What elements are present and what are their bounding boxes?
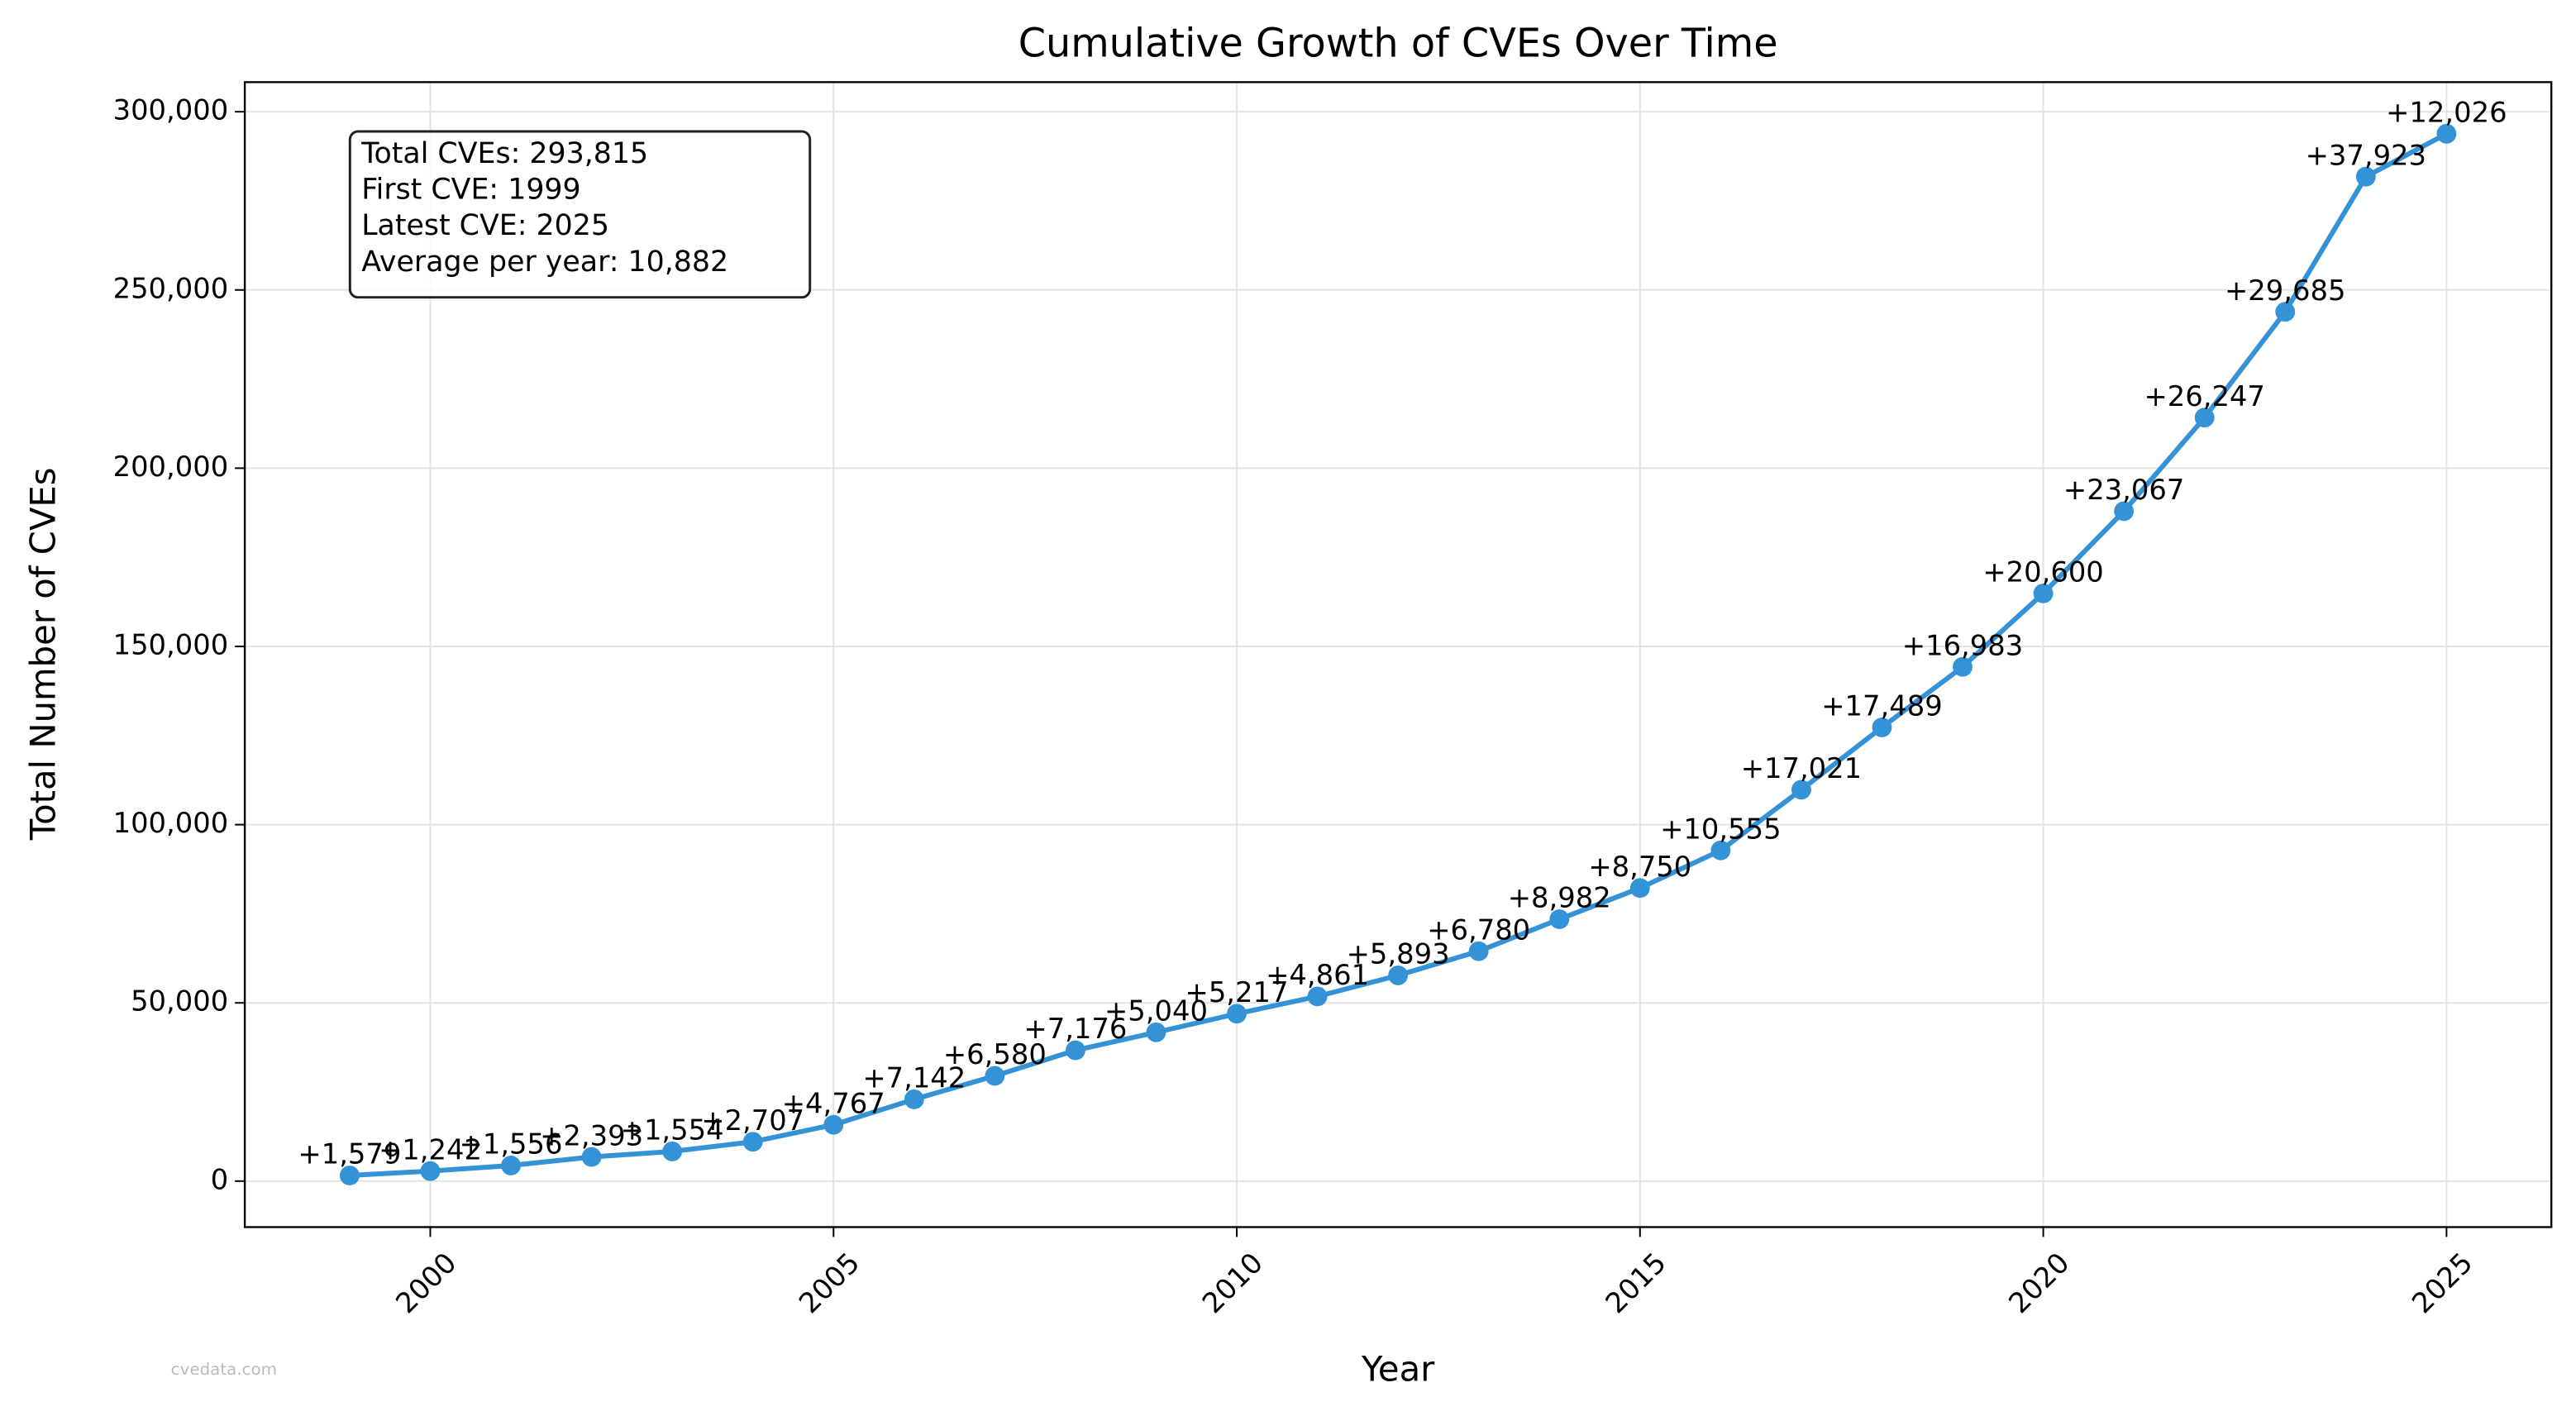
y-axis-label: Total Number of CVEs <box>23 468 64 841</box>
point-annotation: +7,142 <box>862 1062 966 1094</box>
data-point <box>1227 1004 1247 1024</box>
data-point <box>2436 123 2457 144</box>
stats-box <box>348 130 812 299</box>
point-annotation: +26,247 <box>2144 380 2264 412</box>
plot-frame <box>243 81 2553 1228</box>
y-tick-label: 100,000 <box>113 807 229 839</box>
x-axis-label: Year <box>1361 1348 1435 1389</box>
point-annotation: +8,750 <box>1588 851 1691 883</box>
point-annotation: +5,040 <box>1104 995 1208 1027</box>
data-point <box>904 1089 924 1109</box>
point-annotation: +6,580 <box>943 1038 1047 1070</box>
point-annotation: +1,579 <box>298 1138 401 1170</box>
point-annotation: +2,393 <box>540 1119 643 1151</box>
data-point <box>1791 780 1811 800</box>
data-point <box>1066 1040 1085 1061</box>
point-annotation: +7,176 <box>1023 1013 1127 1045</box>
watermark: cvedata.com <box>171 1360 277 1379</box>
y-tick-label: 0 <box>211 1163 228 1195</box>
data-point <box>1953 656 1973 677</box>
data-point <box>340 1166 360 1185</box>
stats-line: Average per year: 10,882 <box>361 246 728 279</box>
point-annotation: +1,242 <box>379 1133 482 1166</box>
x-tick-label: 2020 <box>2002 1247 2075 1319</box>
point-annotation: +6,780 <box>1427 913 1530 946</box>
data-point <box>1146 1022 1166 1042</box>
data-point <box>2033 583 2054 603</box>
y-tick-label: 250,000 <box>113 272 229 304</box>
point-annotation: +5,217 <box>1185 976 1289 1008</box>
x-tick-label: 2025 <box>2406 1247 2478 1319</box>
stats-line: First CVE: 1999 <box>361 174 580 207</box>
data-point <box>1388 965 1409 985</box>
chart-title: Cumulative Growth of CVEs Over Time <box>1018 21 1778 67</box>
point-annotation: +8,982 <box>1508 882 1611 914</box>
y-tick-label: 150,000 <box>113 628 229 660</box>
stats-line: Total CVEs: 293,815 <box>360 137 648 170</box>
point-annotation: +1,554 <box>621 1114 724 1147</box>
point-annotation: +17,021 <box>1741 752 1862 784</box>
point-annotation: +16,983 <box>1902 629 2023 661</box>
data-point <box>1468 941 1489 961</box>
data-point <box>985 1066 1005 1086</box>
x-tick-label: 2000 <box>389 1247 462 1319</box>
point-annotation: +29,685 <box>2225 274 2345 307</box>
data-point <box>1710 840 1731 861</box>
data-point <box>2275 302 2296 322</box>
y-tick-label: 50,000 <box>131 985 228 1018</box>
x-tick-label: 2015 <box>1600 1247 1672 1319</box>
point-annotation: +20,600 <box>1982 556 2103 589</box>
data-point <box>1872 718 1892 737</box>
x-tick-label: 2005 <box>793 1247 866 1319</box>
data-point <box>1549 909 1570 929</box>
point-annotation: +1,556 <box>460 1128 563 1161</box>
data-point <box>420 1161 441 1181</box>
data-point <box>1629 878 1650 899</box>
point-annotation: +2,707 <box>701 1104 804 1137</box>
data-point <box>581 1147 602 1167</box>
data-point <box>742 1132 763 1152</box>
point-annotation: +4,767 <box>782 1087 885 1119</box>
point-annotation: +5,893 <box>1347 938 1450 970</box>
point-annotation: +10,555 <box>1660 813 1781 845</box>
x-tick-label: 2010 <box>1196 1247 1269 1319</box>
point-annotation: +37,923 <box>2306 139 2426 171</box>
data-point <box>1307 986 1328 1007</box>
point-annotation: +4,861 <box>1266 959 1369 991</box>
data-point <box>501 1156 521 1175</box>
data-point <box>2355 166 2376 187</box>
data-point <box>823 1114 844 1135</box>
y-tick-label: 300,000 <box>113 94 229 126</box>
data-point <box>2114 501 2135 522</box>
data-point <box>662 1142 683 1161</box>
point-annotation: +12,026 <box>2386 96 2507 128</box>
stats-line: Latest CVE: 2025 <box>361 209 609 242</box>
point-annotation: +23,067 <box>2063 474 2184 506</box>
data-point <box>2194 408 2215 428</box>
y-tick-label: 200,000 <box>113 451 229 483</box>
point-annotation: +17,489 <box>1821 690 1942 722</box>
